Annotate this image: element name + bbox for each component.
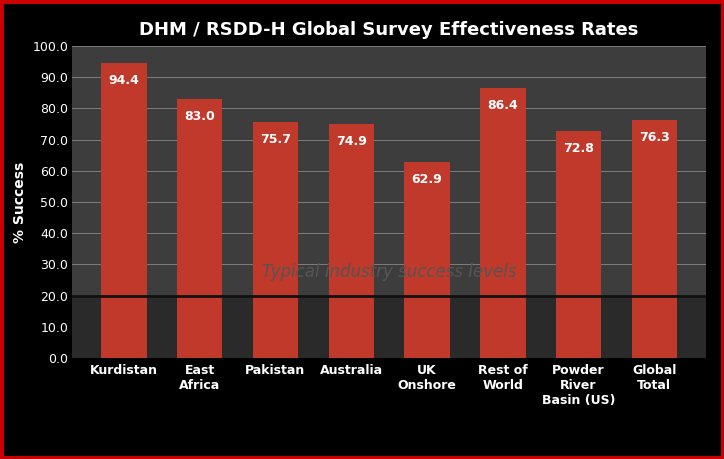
Bar [480, 88, 526, 358]
Text: 76.3: 76.3 [639, 131, 670, 144]
Y-axis label: % Success: % Success [13, 161, 27, 243]
Text: 75.7: 75.7 [260, 133, 291, 146]
Bar [253, 122, 298, 358]
Text: 62.9: 62.9 [412, 173, 442, 185]
Text: Typical industry success levels: Typical industry success levels [262, 263, 516, 281]
Bar [329, 124, 374, 358]
Bar [556, 131, 602, 358]
Bar [177, 99, 222, 358]
Bar [101, 63, 147, 358]
Text: 86.4: 86.4 [487, 99, 518, 112]
Text: 83.0: 83.0 [185, 110, 215, 123]
Bar [631, 120, 677, 358]
Bar [72, 296, 706, 358]
Text: 94.4: 94.4 [109, 74, 139, 87]
Bar [404, 162, 450, 358]
Text: 72.8: 72.8 [563, 142, 594, 155]
Text: 74.9: 74.9 [336, 135, 366, 148]
Title: DHM / RSDD-H Global Survey Effectiveness Rates: DHM / RSDD-H Global Survey Effectiveness… [140, 21, 639, 39]
